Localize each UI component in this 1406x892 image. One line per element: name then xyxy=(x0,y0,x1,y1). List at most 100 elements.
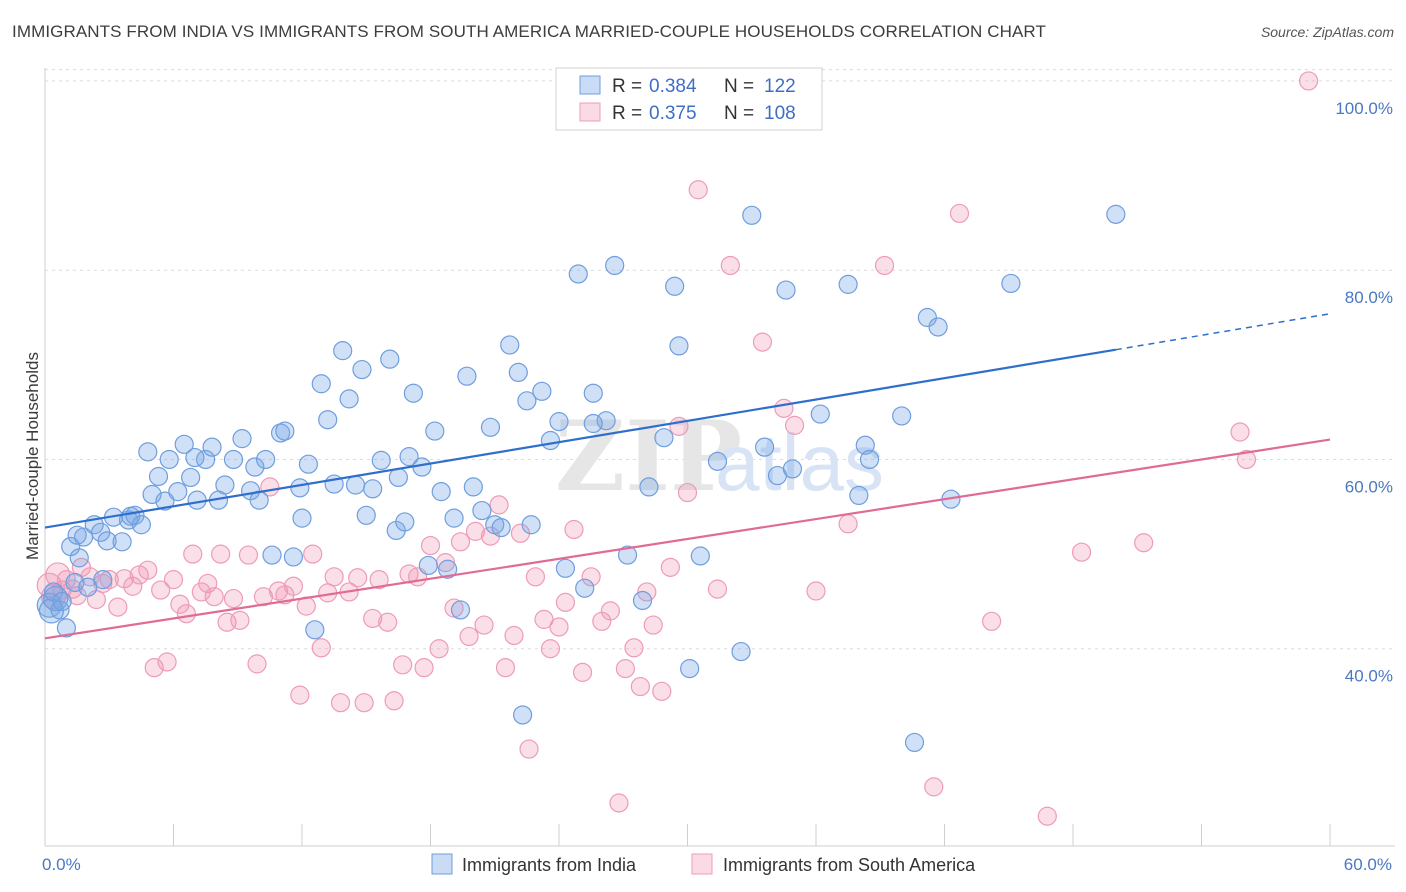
india-point-38 xyxy=(275,421,295,441)
india-point-105 xyxy=(904,732,925,753)
india-point-41 xyxy=(298,454,319,474)
y-tick-label-1: 60.0% xyxy=(1345,477,1393,496)
india-point-85 xyxy=(632,590,653,611)
india-point-117 xyxy=(121,506,141,526)
india-point-70 xyxy=(491,517,511,538)
india-point-93 xyxy=(731,641,751,662)
sa-point-75 xyxy=(564,519,584,540)
sa-point-61 xyxy=(459,626,479,647)
india-point-6 xyxy=(65,572,85,593)
sa-point-66 xyxy=(495,658,516,678)
sa-point-105 xyxy=(1230,422,1250,442)
india-point-99 xyxy=(810,404,830,424)
sa-point-79 xyxy=(600,601,621,621)
sa-point-63 xyxy=(474,615,494,635)
bottom-legend-swatch-india xyxy=(431,853,453,875)
india-trend-line xyxy=(44,348,1117,529)
sa-point-86 xyxy=(652,681,672,701)
india-point-56 xyxy=(399,447,419,467)
sa-point-44 xyxy=(330,693,351,713)
sa-trend-line xyxy=(44,438,1331,640)
axes xyxy=(44,68,1395,847)
trend-lines xyxy=(44,312,1331,640)
india-point-91 xyxy=(690,546,710,566)
india-point-86 xyxy=(639,477,659,497)
india-point-20 xyxy=(148,466,169,487)
india-point-65 xyxy=(457,366,477,386)
india-point-21 xyxy=(155,491,175,511)
sa-point-70 xyxy=(525,567,546,587)
sa-point-87 xyxy=(660,557,680,577)
sa-point-96 xyxy=(806,581,826,601)
sa-point-55 xyxy=(414,658,434,678)
india-point-26 xyxy=(187,490,207,510)
india-point-28 xyxy=(202,437,222,457)
sa-point-16 xyxy=(138,560,158,580)
india-point-114 xyxy=(292,508,312,528)
sa-point-29 xyxy=(223,588,244,609)
sa-point-69 xyxy=(519,739,539,759)
sa-point-107 xyxy=(1298,71,1319,91)
india-point-36 xyxy=(262,545,282,565)
sa-point-65 xyxy=(489,495,509,515)
india-point-53 xyxy=(380,349,400,369)
legend-r-value-india: 0.384 xyxy=(649,76,697,97)
legend-n-value-sa: 108 xyxy=(764,103,796,124)
sa-point-52 xyxy=(393,655,413,675)
india-point-9 xyxy=(78,577,98,597)
india-point-72 xyxy=(508,362,528,382)
india-point-84 xyxy=(617,545,638,565)
india-point-104 xyxy=(892,406,912,426)
india-point-67 xyxy=(472,500,492,521)
legend-swatch-sa xyxy=(579,102,601,122)
india-point-80 xyxy=(575,578,595,598)
sa-point-49 xyxy=(369,570,389,590)
india-point-68 xyxy=(480,417,501,437)
sa-point-21 xyxy=(170,594,190,614)
sa-point-37 xyxy=(283,576,304,596)
sa-point-60 xyxy=(450,532,471,552)
sa-point-50 xyxy=(378,612,398,632)
sa-point-76 xyxy=(572,662,593,682)
india-point-94 xyxy=(742,205,762,225)
india-point-61 xyxy=(431,482,451,502)
india-point-14 xyxy=(112,532,132,552)
india-point-22 xyxy=(159,449,179,470)
sa-point-23 xyxy=(183,544,203,564)
sa-point-83 xyxy=(630,676,650,697)
india-point-103 xyxy=(859,449,880,470)
india-point-113 xyxy=(388,467,408,488)
india-point-60 xyxy=(425,421,445,441)
sa-point-26 xyxy=(204,587,224,607)
sa-point-81 xyxy=(615,659,635,679)
india-point-44 xyxy=(318,410,338,430)
bottom-legend-label-sa: Immigrants from South America xyxy=(723,855,976,875)
y-tick-labels: 40.0% 60.0% 80.0% 100.0% xyxy=(1335,99,1393,686)
x-tick-label-min: 0.0% xyxy=(42,855,81,874)
sa-point-31 xyxy=(238,545,259,565)
legend-r-value-sa: 0.375 xyxy=(649,103,697,124)
india-point-106 xyxy=(917,307,937,328)
india-point-83 xyxy=(605,255,625,276)
sa-point-56 xyxy=(420,535,441,556)
sa-point-100 xyxy=(949,203,970,224)
india-point-63 xyxy=(444,508,464,528)
india-point-95 xyxy=(754,437,775,457)
india-point-115 xyxy=(245,457,265,477)
sa-point-89 xyxy=(677,482,698,503)
legend-n-label-sa: N = xyxy=(724,103,759,124)
india-point-88 xyxy=(665,276,685,296)
sa-point-95 xyxy=(784,415,805,435)
sa-point-22 xyxy=(176,604,196,624)
sa-point-43 xyxy=(324,567,344,587)
india-point-39 xyxy=(283,547,304,567)
india-point-57 xyxy=(403,383,423,403)
sa-point-41 xyxy=(311,638,331,658)
sa-point-71 xyxy=(534,609,554,629)
india-point-48 xyxy=(345,475,366,495)
india-point-35 xyxy=(255,449,276,470)
sa-point-90 xyxy=(688,180,708,200)
india-point-110 xyxy=(1106,204,1126,224)
india-point-64 xyxy=(450,600,471,620)
